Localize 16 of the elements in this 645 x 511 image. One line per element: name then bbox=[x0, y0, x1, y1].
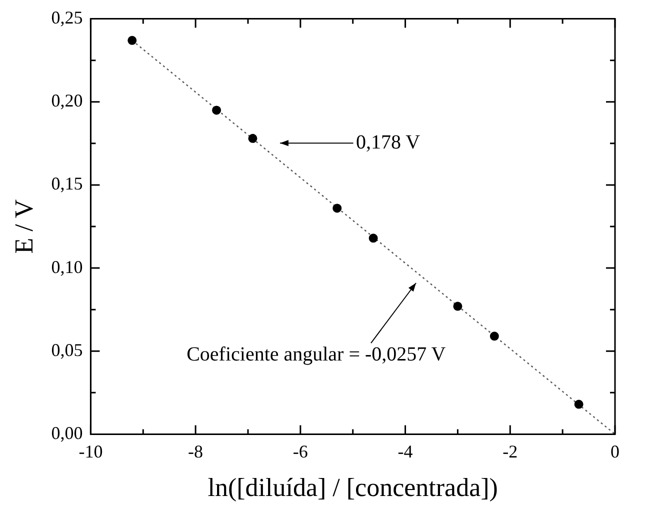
x-axis-title: ln([diluída] / [concentrada]) bbox=[208, 473, 498, 502]
y-tick-label: 0,25 bbox=[51, 8, 83, 28]
y-tick-label: 0,20 bbox=[51, 90, 83, 111]
annotation: Coeficiente angular = -0,0257 V bbox=[186, 344, 446, 366]
y-tick-label: 0,05 bbox=[51, 340, 83, 360]
x-tick-label: -2 bbox=[502, 442, 518, 462]
x-tick-label: 0 bbox=[610, 442, 620, 462]
y-axis-title: E / V bbox=[9, 199, 38, 254]
y-tick-label: 0,00 bbox=[51, 422, 83, 443]
x-tick-label: -8 bbox=[188, 442, 204, 462]
y-tick-label: 0,15 bbox=[51, 174, 83, 194]
x-tick-label: -10 bbox=[78, 442, 103, 462]
annotation: 0,178 V bbox=[356, 132, 421, 154]
x-tick-label: -4 bbox=[398, 442, 413, 462]
y-tick-label: 0,10 bbox=[51, 256, 83, 277]
x-tick-label: -6 bbox=[292, 442, 308, 462]
